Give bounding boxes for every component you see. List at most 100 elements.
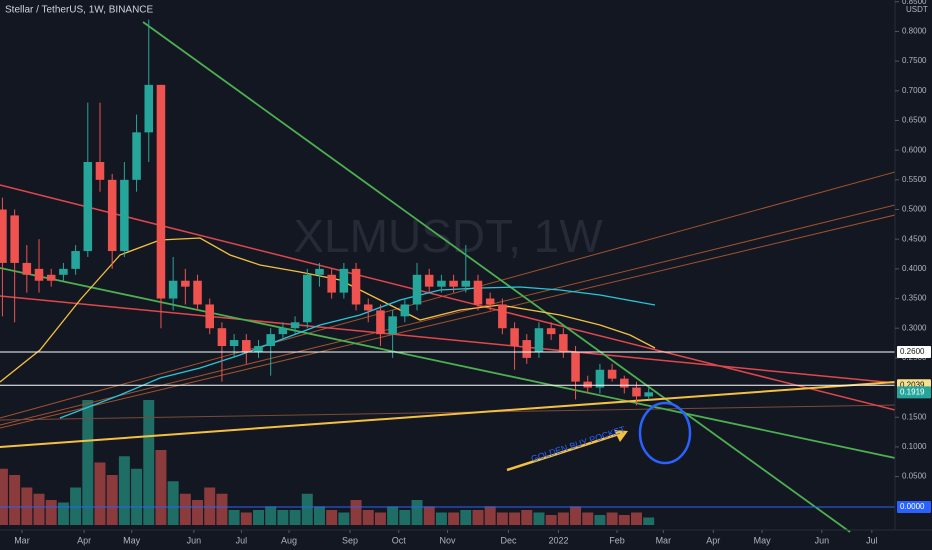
candle-body	[290, 322, 300, 329]
y-tick-label: 0.6000	[902, 145, 927, 154]
y-tick-label: 0.8500	[902, 0, 927, 6]
x-tick-label: Jul	[866, 535, 878, 545]
volume-bar	[253, 510, 264, 525]
volume-label: 0.0000	[900, 502, 925, 511]
y-tick-label: 0.3000	[902, 323, 927, 332]
x-tick-label: May	[123, 535, 141, 545]
candle-body	[437, 280, 446, 287]
price-label: 0.2039	[900, 380, 925, 389]
volume-bar	[448, 512, 460, 525]
candle-body	[278, 328, 288, 335]
chart-title: Stellar / TetherUS, 1W, BINANCE	[5, 5, 154, 16]
candle-body	[485, 298, 495, 305]
volume-bar	[106, 475, 118, 525]
volume-bar	[326, 510, 338, 525]
volume-bar	[374, 512, 386, 525]
x-tick-label: Apr	[706, 535, 720, 545]
candle-body	[583, 381, 592, 388]
candle-body	[559, 334, 568, 352]
y-tick-label: 0.4500	[902, 234, 927, 243]
moving-average	[0, 237, 656, 383]
candle-body	[10, 215, 19, 263]
y-tick-label: 0.5000	[902, 205, 927, 214]
volume-bar	[618, 515, 630, 525]
candle-body	[315, 268, 324, 275]
candle-body	[132, 132, 141, 180]
volume-bar	[118, 456, 130, 525]
candle-body	[95, 162, 105, 180]
volume-bar	[350, 500, 362, 525]
moving-average	[59, 286, 656, 419]
candle-body	[546, 328, 556, 335]
candle-body	[34, 268, 44, 281]
volume-bar	[496, 512, 508, 525]
x-tick-label: Dec	[500, 535, 517, 545]
volume-bar	[143, 400, 155, 525]
trendline	[0, 171, 896, 419]
volume-bar	[82, 400, 94, 525]
volume-bar	[521, 510, 533, 525]
candle-body	[461, 280, 471, 287]
candle-body	[22, 262, 32, 275]
volume-bar	[45, 500, 57, 525]
volume-bar	[179, 493, 191, 525]
x-tick-label: Mar	[14, 535, 30, 545]
volume-bar	[0, 468, 8, 525]
candle-body	[144, 84, 154, 133]
y-tick-label: 0.0500	[902, 472, 927, 481]
candle-body	[376, 310, 385, 335]
volume-bar	[204, 487, 216, 525]
candle-body	[449, 280, 458, 287]
volume-bar	[155, 450, 167, 525]
candles	[0, 19, 895, 406]
volume-label-box	[897, 501, 931, 513]
volume-bar	[33, 493, 45, 525]
volume-bar	[570, 506, 582, 525]
candle-body	[205, 304, 214, 329]
candle-body	[0, 209, 7, 263]
price-axis	[895, 0, 932, 550]
price-label: 0.1919	[900, 387, 925, 396]
candle-body	[83, 162, 93, 252]
volume-bar	[460, 510, 472, 525]
trendline	[0, 295, 896, 384]
candle-body	[534, 328, 544, 352]
volume-bar	[509, 512, 521, 525]
volume-bar	[606, 512, 618, 525]
volume-pane	[0, 400, 655, 525]
volume-bar	[21, 487, 33, 525]
volume-bar	[582, 512, 594, 525]
x-tick-label: Mar	[656, 535, 672, 545]
volume-bar	[387, 506, 399, 525]
candle-body	[46, 274, 56, 281]
volume-bar	[533, 512, 545, 525]
drawings	[0, 21, 896, 533]
candle-body	[510, 328, 519, 347]
candle-body	[217, 328, 227, 347]
y-tick-label: 0.3500	[902, 294, 927, 303]
candle-body	[473, 280, 483, 305]
candle-body	[498, 304, 507, 329]
volume-bar	[631, 512, 642, 525]
trendline	[0, 404, 896, 421]
candle-body	[327, 274, 336, 293]
volume-bar	[265, 506, 277, 525]
candle-body	[363, 304, 373, 311]
y-tick-label: 0.1500	[902, 412, 927, 421]
x-tick-label: Aug	[281, 535, 297, 545]
candle-body	[644, 392, 653, 397]
candle-body	[107, 179, 117, 252]
candle-body	[351, 268, 361, 305]
candle-body	[254, 346, 263, 352]
candle-body	[571, 351, 580, 382]
trendline	[0, 184, 896, 411]
volume-bar	[545, 515, 557, 525]
volume-bar	[277, 510, 289, 525]
candle-body	[632, 387, 641, 397]
candle-body	[339, 268, 349, 293]
candle-body	[607, 369, 617, 379]
candle-body	[120, 179, 129, 252]
candle-body	[168, 280, 178, 299]
volume-bar	[301, 493, 313, 525]
